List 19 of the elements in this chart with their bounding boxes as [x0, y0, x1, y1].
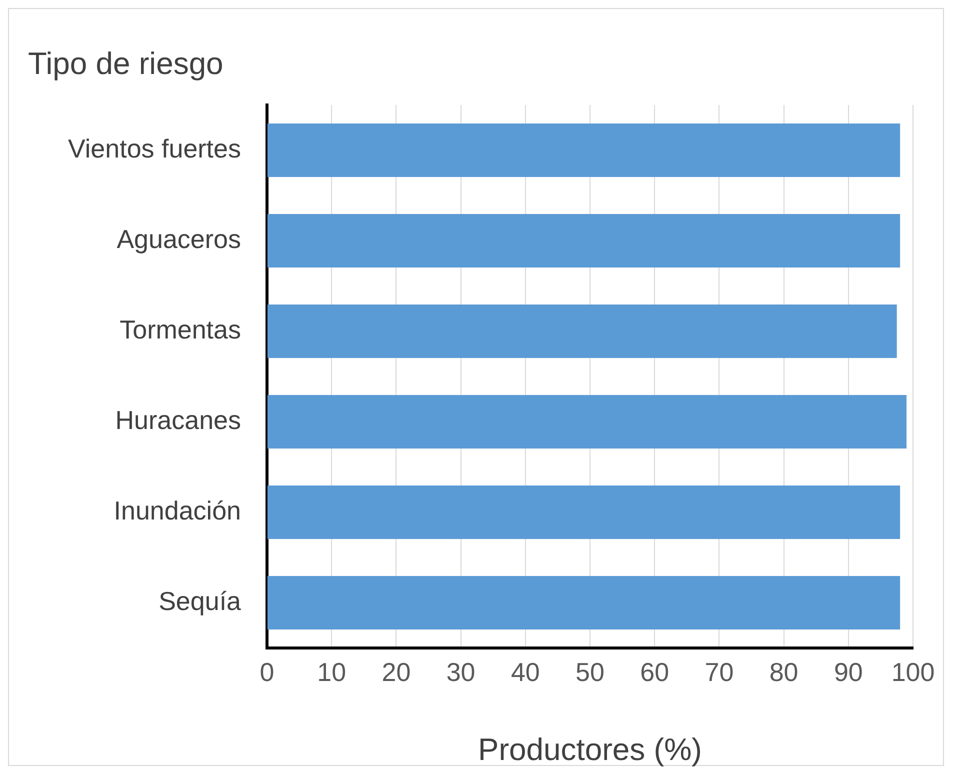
x-tick-label: 50	[576, 656, 604, 687]
x-tick-label: 40	[510, 656, 540, 687]
x-tick-label: 0	[260, 656, 274, 687]
x-tick-label: 80	[769, 656, 798, 687]
y-tick-label: Tormentas	[120, 314, 241, 344]
y-tick-label: Aguaceros	[116, 224, 241, 254]
y-tick-label: Sequía	[158, 586, 242, 616]
y-axis-title: Tipo de riesgo	[28, 46, 224, 82]
x-tick-label: 100	[891, 656, 935, 687]
y-tick-label: Vientos fuertes	[68, 133, 241, 164]
x-tick-label: 30	[446, 656, 476, 687]
x-tick-label: 90	[834, 656, 863, 687]
x-tick-label: 20	[382, 656, 411, 687]
x-tick-label: 60	[640, 656, 670, 687]
y-tick-label: Huracanes	[115, 404, 241, 435]
x-tick-label: 70	[704, 656, 734, 687]
x-tick-label: 10	[317, 656, 346, 687]
x-axis-title: Productores (%)	[478, 732, 702, 767]
y-tick-label: Inundación	[114, 495, 241, 526]
